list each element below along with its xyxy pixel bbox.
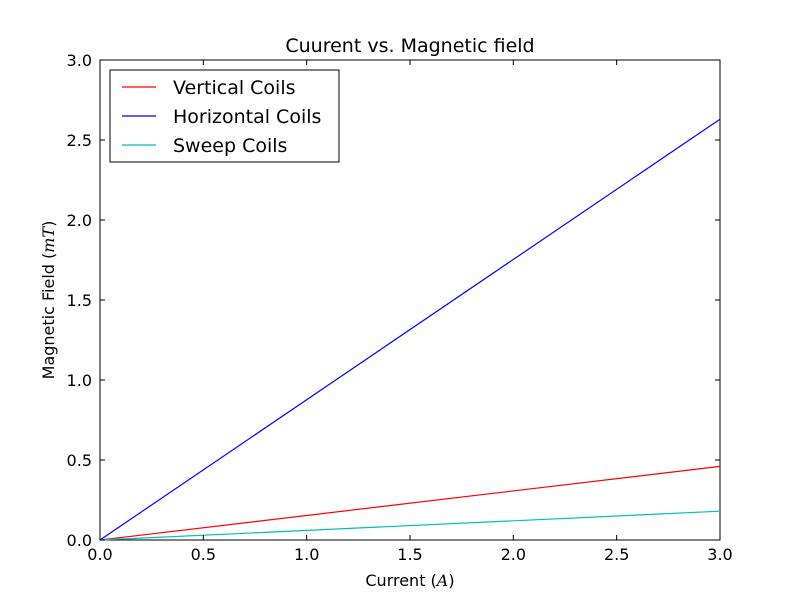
y-tick-label: 2.5	[67, 131, 92, 150]
y-tick-label: 1.0	[67, 371, 92, 390]
x-axis-label-math: A	[435, 571, 449, 590]
legend-label: Vertical Coils	[173, 77, 296, 99]
x-tick-label: 2.5	[604, 545, 629, 564]
legend-label: Horizontal Coils	[173, 106, 321, 128]
x-axis-label-text: Current (	[365, 571, 436, 590]
x-tick-label: 0.0	[87, 545, 112, 564]
series-line-vertical-coils	[99, 465, 721, 541]
legend-label: Sweep Coils	[173, 135, 287, 157]
y-tick-label: 1.5	[67, 291, 92, 310]
y-axis-label-close: )	[39, 221, 58, 227]
y-tick-label: 0.0	[67, 531, 92, 550]
series-line-horizontal-coils	[99, 118, 721, 541]
x-tick-label: 1.5	[397, 545, 422, 564]
y-axis-label: Magnetic Field (mT)	[39, 221, 58, 380]
y-tick-label: 3.0	[67, 51, 92, 70]
legend: Vertical Coils Horizontal Coils Sweep Coil…	[109, 69, 340, 163]
x-tick-label: 1.0	[294, 545, 319, 564]
tick-layer: 0.0 0.5 1.0 1.5 2.0 2.5 3.0 0.0 0.5 1.0 1.5 2.0 2.5 3…	[67, 51, 733, 564]
x-axis-label-close: )	[448, 571, 454, 590]
y-tick-label: 2.0	[67, 211, 92, 230]
y-tick-label: 0.5	[67, 451, 92, 470]
y-axis-label-text: Magnetic Field (	[39, 253, 58, 380]
chart-title: Cuurent vs. Magnetic field	[285, 35, 534, 57]
x-axis-label: Current (A)	[365, 571, 454, 590]
x-tick-label: 2.0	[501, 545, 526, 564]
x-tick-label: 3.0	[707, 545, 732, 564]
x-tick-label: 0.5	[191, 545, 216, 564]
y-axis-label-math: mT	[39, 226, 58, 253]
